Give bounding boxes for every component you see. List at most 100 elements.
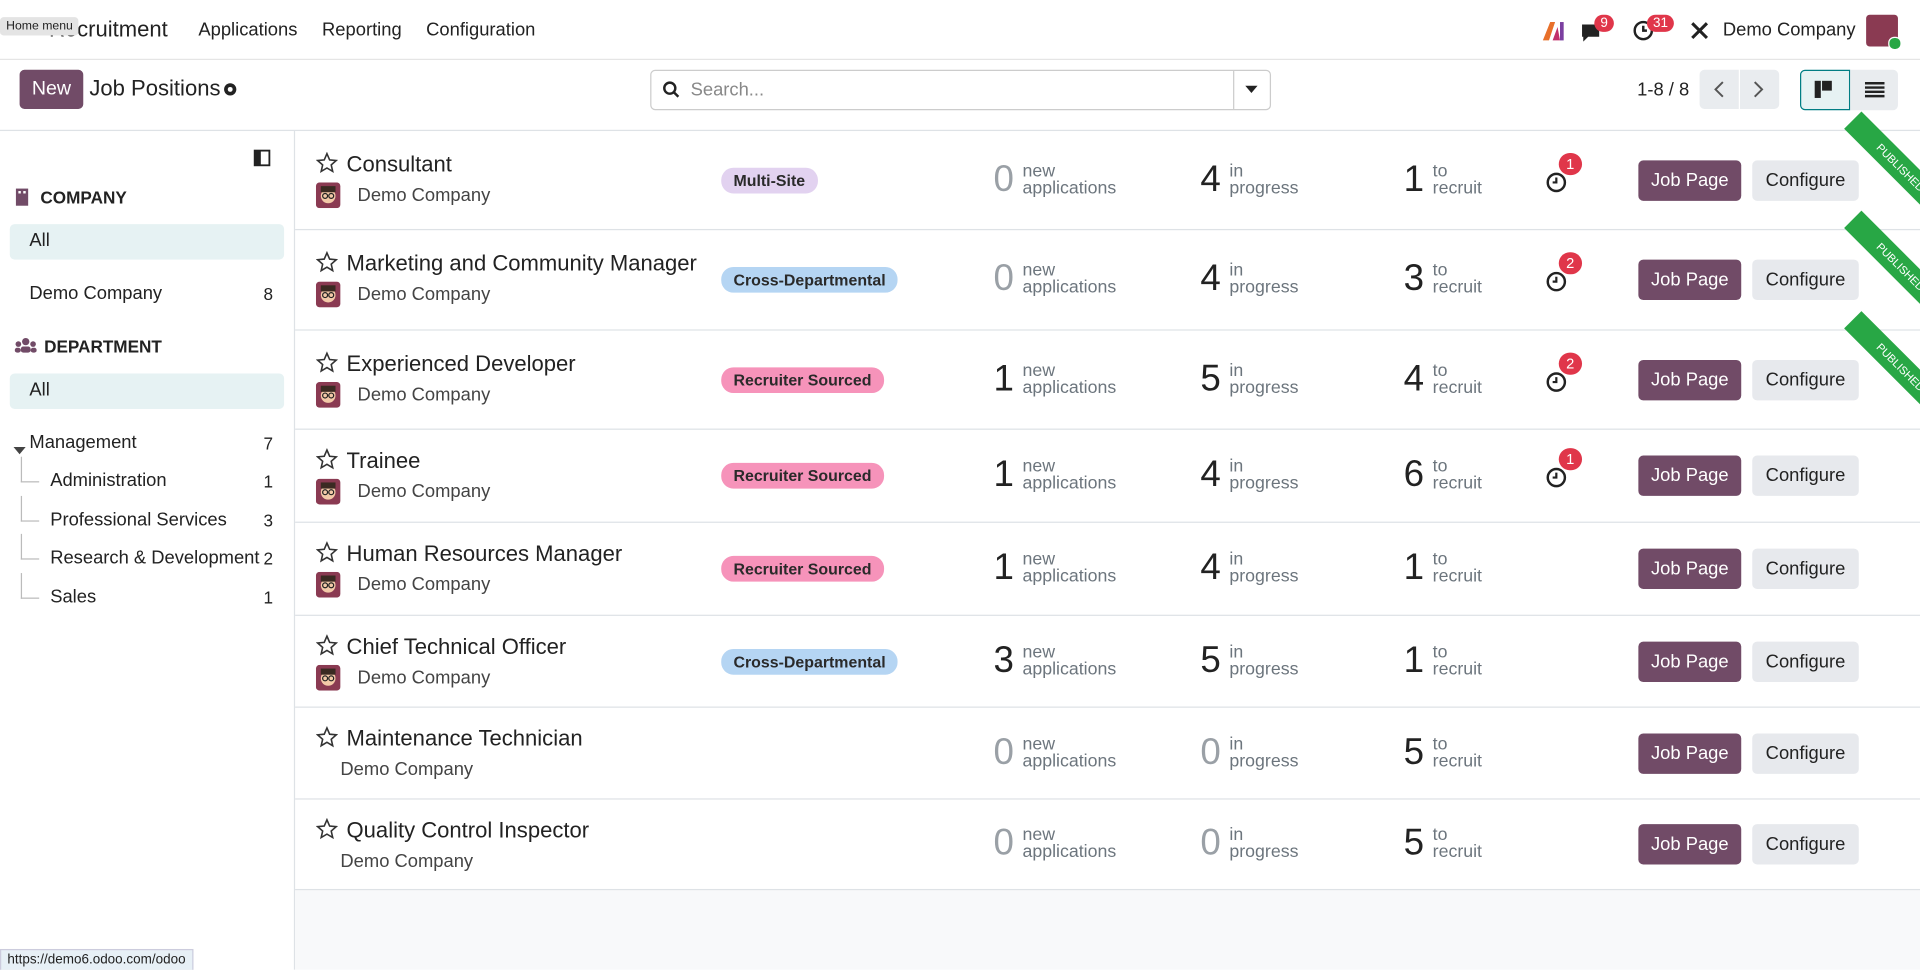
stat-label[interactable]: to recruit [1432,825,1482,863]
new-button[interactable]: New [19,69,84,109]
stat-number[interactable]: 3 [1403,258,1425,299]
sidebar-toggle[interactable] [253,149,271,167]
stat-number[interactable]: 4 [1200,258,1221,299]
job-page-button[interactable]: Job Page [1638,159,1742,201]
job-page-button[interactable]: Job Page [1638,259,1742,301]
stat-number[interactable]: 4 [1403,358,1425,399]
stat-label[interactable]: in progress [1229,549,1299,587]
job-page-button[interactable]: Job Page [1638,641,1742,682]
job-name[interactable]: Maintenance Technician [346,726,583,751]
caret[interactable] [13,440,26,462]
stat-number[interactable]: 1 [993,358,1014,399]
favorite-star[interactable] [315,447,339,476]
job-page-button[interactable]: Job Page [1638,359,1742,400]
stat-label[interactable]: new applications [1022,260,1117,298]
job-name[interactable]: Marketing and Community Manager [346,251,697,276]
activity-clock[interactable] [1545,171,1567,199]
job-page-button[interactable]: Job Page [1638,824,1742,865]
job-name[interactable]: Trainee [346,448,421,473]
job-page-button[interactable]: Job Page [1638,548,1742,589]
stat-label[interactable]: in progress [1229,734,1299,771]
stat-label[interactable]: new applications [1022,360,1117,398]
favorite-star[interactable] [315,541,339,569]
configure-button[interactable]: Configure [1752,641,1859,682]
pager-next[interactable] [1740,69,1780,109]
stat-number[interactable]: 1 [1403,639,1425,681]
search-box[interactable] [650,69,1272,111]
stat-number[interactable]: 4 [1200,547,1221,588]
stat-number[interactable]: 4 [1200,454,1221,495]
stat-number[interactable]: 5 [1403,731,1425,773]
ai-icon[interactable] [1540,20,1564,42]
job-name[interactable]: Quality Control Inspector [346,817,590,843]
stat-label[interactable]: to recruit [1432,161,1482,198]
favorite-star[interactable] [315,151,339,180]
stat-label[interactable]: in progress [1229,260,1299,298]
stat-label[interactable]: to recruit [1432,549,1482,587]
list-view-button[interactable] [1850,69,1898,111]
stat-label[interactable]: new applications [1022,161,1117,198]
stat-label[interactable]: to recruit [1432,260,1482,298]
configure-button[interactable]: Configure [1752,259,1859,301]
stat-label[interactable]: in progress [1229,456,1299,494]
activity-clock[interactable] [1545,467,1567,495]
stat-label[interactable]: to recruit [1432,642,1482,679]
filter-item[interactable]: Research & Development [50,547,260,569]
job-page-button[interactable]: Job Page [1638,455,1742,496]
stat-number[interactable]: 1 [1403,158,1425,199]
configure-button[interactable]: Configure [1752,159,1859,201]
job-name[interactable]: Experienced Developer [346,351,576,376]
stat-label[interactable]: to recruit [1432,734,1482,771]
favorite-star[interactable] [315,725,339,754]
stat-number[interactable]: 1 [993,454,1014,495]
stat-number[interactable]: 0 [993,822,1014,864]
stat-number[interactable]: 4 [1200,158,1221,199]
stat-number[interactable]: 5 [1200,639,1221,681]
favorite-star[interactable] [315,634,339,662]
activity-clock[interactable] [1545,271,1567,299]
stat-label[interactable]: new applications [1022,642,1117,679]
configure-button[interactable]: Configure [1752,732,1859,774]
stat-label[interactable]: in progress [1229,642,1299,679]
configure-button[interactable]: Configure [1752,455,1859,496]
stat-number[interactable]: 0 [1200,731,1221,773]
stat-label[interactable]: new applications [1022,734,1117,771]
stat-number[interactable]: 0 [993,258,1014,299]
activity-clock[interactable] [1545,370,1567,398]
stat-label[interactable]: new applications [1022,825,1117,863]
favorite-star[interactable] [315,351,339,379]
filter-item[interactable]: Sales [50,586,97,608]
stat-number[interactable]: 1 [993,547,1014,588]
menu-item[interactable]: Reporting [322,19,402,41]
gear-icon[interactable] [222,81,239,98]
filter-item[interactable]: Management [29,432,137,454]
company-switcher[interactable]: Demo Company [1722,19,1856,41]
stat-number[interactable]: 1 [1403,547,1425,588]
job-name[interactable]: Human Resources Manager [346,541,623,566]
menu-item[interactable]: Configuration [426,19,536,41]
tools-icon[interactable] [1689,20,1711,42]
stat-label[interactable]: to recruit [1432,456,1482,494]
job-name[interactable]: Chief Technical Officer [346,634,567,659]
stat-label[interactable]: in progress [1229,825,1299,863]
stat-number[interactable]: 0 [993,158,1014,199]
job-page-button[interactable]: Job Page [1638,732,1742,774]
menu-item[interactable]: Applications [198,19,298,41]
search-toggle[interactable] [1244,84,1259,94]
filter-item[interactable]: All [29,379,50,401]
stat-number[interactable]: 5 [1200,358,1221,399]
stat-number[interactable]: 6 [1403,454,1425,495]
configure-button[interactable]: Configure [1752,824,1859,865]
configure-button[interactable]: Configure [1752,359,1859,400]
configure-button[interactable]: Configure [1752,548,1859,589]
filter-item[interactable]: Demo Company [29,282,163,304]
stat-number[interactable]: 3 [993,639,1014,681]
stat-number[interactable]: 5 [1403,822,1425,864]
stat-label[interactable]: in progress [1229,161,1299,198]
filter-item[interactable]: Professional Services [50,509,227,530]
filter-item[interactable]: Administration [50,470,167,492]
job-name[interactable]: Consultant [346,151,452,177]
stat-label[interactable]: new applications [1022,456,1117,494]
favorite-star[interactable] [315,817,339,846]
stat-label[interactable]: in progress [1229,360,1299,398]
